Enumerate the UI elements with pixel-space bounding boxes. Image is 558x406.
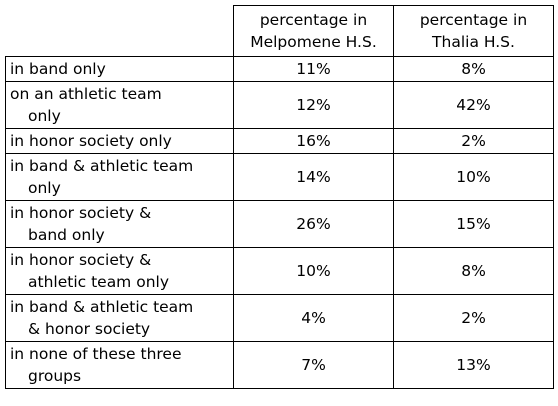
data-table: percentage in Melpomene H.S. percentage i… — [5, 5, 554, 389]
value-cell: 7% — [233, 341, 394, 389]
header-cell: percentage in Melpomene H.S. — [233, 5, 394, 57]
table-row: in honor society & band only 26% 15% — [5, 200, 554, 248]
table-row: in none of these three groups 7% 13% — [5, 341, 554, 389]
table-row: in band & athletic team only 14% 10% — [5, 153, 554, 201]
value-cell: 11% — [233, 56, 394, 82]
value-cell: 16% — [233, 128, 394, 154]
table-row: in honor society & athletic team only 10%… — [5, 247, 554, 295]
table-row: in band & athletic team & honor society 4… — [5, 294, 554, 342]
value-cell: 8% — [393, 56, 554, 82]
value-cell: 4% — [233, 294, 394, 342]
row-label: in honor society & athletic team only — [5, 247, 234, 295]
table-body: percentage in Melpomene H.S. percentage i… — [5, 5, 554, 389]
value-cell: 42% — [393, 81, 554, 129]
row-label: in band & athletic team & honor society — [5, 294, 234, 342]
value-cell: 2% — [393, 294, 554, 342]
value-cell: 2% — [393, 128, 554, 154]
row-label: on an athletic team only — [5, 81, 234, 129]
row-label: in none of these three groups — [5, 341, 234, 389]
row-label: in honor society & band only — [5, 200, 234, 248]
header-cell: percentage in Thalia H.S. — [393, 5, 554, 57]
value-cell: 26% — [233, 200, 394, 248]
corner-cell — [5, 5, 234, 57]
row-label: in band only — [5, 56, 234, 82]
value-cell: 12% — [233, 81, 394, 129]
value-cell: 13% — [393, 341, 554, 389]
row-label: in honor society only — [5, 128, 234, 154]
header-row: percentage in Melpomene H.S. percentage i… — [5, 5, 554, 57]
row-label: in band & athletic team only — [5, 153, 234, 201]
table-row: in band only 11% 8% — [5, 56, 554, 82]
table-row: on an athletic team only 12% 42% — [5, 81, 554, 129]
value-cell: 10% — [393, 153, 554, 201]
value-cell: 15% — [393, 200, 554, 248]
value-cell: 14% — [233, 153, 394, 201]
value-cell: 10% — [233, 247, 394, 295]
value-cell: 8% — [393, 247, 554, 295]
table-row: in honor society only 16% 2% — [5, 128, 554, 154]
